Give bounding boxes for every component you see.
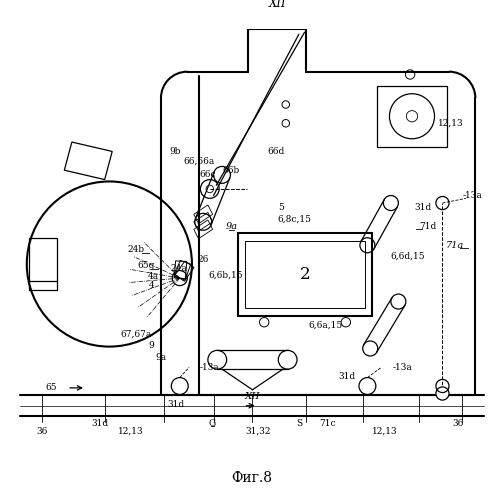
Text: XII: XII bbox=[269, 0, 286, 10]
Text: 26: 26 bbox=[198, 255, 209, 264]
Text: 2: 2 bbox=[300, 266, 310, 283]
Text: -13a: -13a bbox=[393, 362, 412, 372]
Text: 12,13: 12,13 bbox=[438, 119, 464, 128]
Text: Фиг.8: Фиг.8 bbox=[231, 471, 273, 485]
Text: S: S bbox=[296, 419, 302, 428]
Text: 31d: 31d bbox=[414, 203, 431, 212]
Text: 66b: 66b bbox=[222, 166, 239, 174]
Text: 9b: 9b bbox=[169, 147, 181, 156]
Bar bbox=[245, 240, 364, 308]
Text: 6,6a,15: 6,6a,15 bbox=[308, 320, 342, 330]
Text: 71a: 71a bbox=[446, 241, 464, 250]
Text: 6,8c,15: 6,8c,15 bbox=[277, 214, 311, 224]
Text: 71d: 71d bbox=[419, 222, 436, 231]
Circle shape bbox=[27, 182, 192, 346]
Text: 31d: 31d bbox=[338, 372, 355, 381]
Text: 65g: 65g bbox=[137, 262, 154, 270]
Text: XII: XII bbox=[244, 392, 260, 401]
Text: 9a: 9a bbox=[225, 222, 237, 231]
Text: 4: 4 bbox=[149, 281, 154, 290]
Text: 31,32: 31,32 bbox=[245, 426, 270, 436]
Bar bbox=[377, 86, 447, 146]
Text: 9a: 9a bbox=[155, 354, 166, 362]
Text: 65: 65 bbox=[45, 384, 57, 392]
Text: 12,13: 12,13 bbox=[371, 426, 397, 436]
Circle shape bbox=[436, 387, 449, 400]
Text: 66,66a: 66,66a bbox=[183, 156, 214, 166]
Text: 36: 36 bbox=[36, 426, 47, 436]
Text: -13a: -13a bbox=[462, 191, 482, 200]
Text: 6,6b,15: 6,6b,15 bbox=[208, 271, 242, 280]
Text: 24a: 24a bbox=[170, 264, 187, 273]
Text: 67,67a: 67,67a bbox=[120, 330, 152, 339]
Text: 4a: 4a bbox=[148, 272, 159, 280]
Text: 71c: 71c bbox=[320, 419, 336, 428]
Text: 31d: 31d bbox=[167, 400, 184, 409]
Bar bbox=[238, 233, 372, 316]
Circle shape bbox=[359, 378, 376, 394]
Text: 31d: 31d bbox=[91, 419, 108, 428]
Text: 66d: 66d bbox=[268, 147, 285, 156]
Text: 66c: 66c bbox=[200, 170, 216, 179]
Text: G: G bbox=[209, 419, 216, 428]
Bar bbox=[29, 238, 57, 281]
Text: 9: 9 bbox=[149, 341, 154, 350]
Text: 5: 5 bbox=[278, 203, 284, 212]
Text: 6,6d,15: 6,6d,15 bbox=[391, 252, 425, 261]
Text: 36: 36 bbox=[453, 419, 464, 428]
Text: 12,13: 12,13 bbox=[118, 426, 144, 436]
Text: 24b: 24b bbox=[128, 246, 145, 254]
Circle shape bbox=[171, 378, 188, 394]
Text: -13a: -13a bbox=[200, 362, 219, 372]
